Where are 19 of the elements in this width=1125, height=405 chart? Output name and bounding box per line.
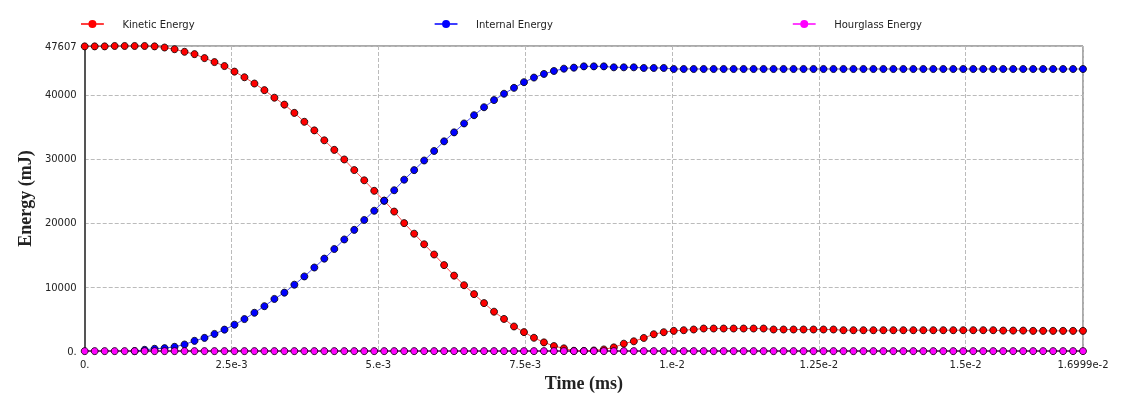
y-tick-label: 10000 — [44, 281, 77, 293]
x-tick-label: 7.5e-3 — [509, 358, 542, 370]
y-tick-label: 47607 — [44, 40, 77, 52]
y-axis-title: Energy (mJ) — [15, 150, 36, 247]
x-tick-label: 1.e-2 — [659, 358, 685, 370]
x-tick-label: 2.5e-3 — [215, 358, 248, 370]
legend-label: Internal Energy — [476, 18, 553, 30]
x-axis-title: Time (ms) — [544, 373, 623, 394]
y-tick-label: 20000 — [44, 217, 77, 229]
legend-label: Hourglass Energy — [834, 18, 923, 30]
x-tick-label: 1.25e-2 — [799, 358, 838, 370]
x-tick-label: 1.6999e-2 — [1057, 358, 1109, 370]
legend-label: Kinetic Energy — [122, 18, 195, 30]
y-tick-label: 40000 — [44, 89, 77, 101]
x-tick-label: 0. — [79, 358, 90, 370]
y-tick-label: 30000 — [44, 153, 77, 165]
x-tick-label: 1.5e-2 — [949, 358, 982, 370]
x-tick-label: 5.e-3 — [365, 358, 392, 370]
y-tick-label: 0. — [67, 345, 77, 357]
